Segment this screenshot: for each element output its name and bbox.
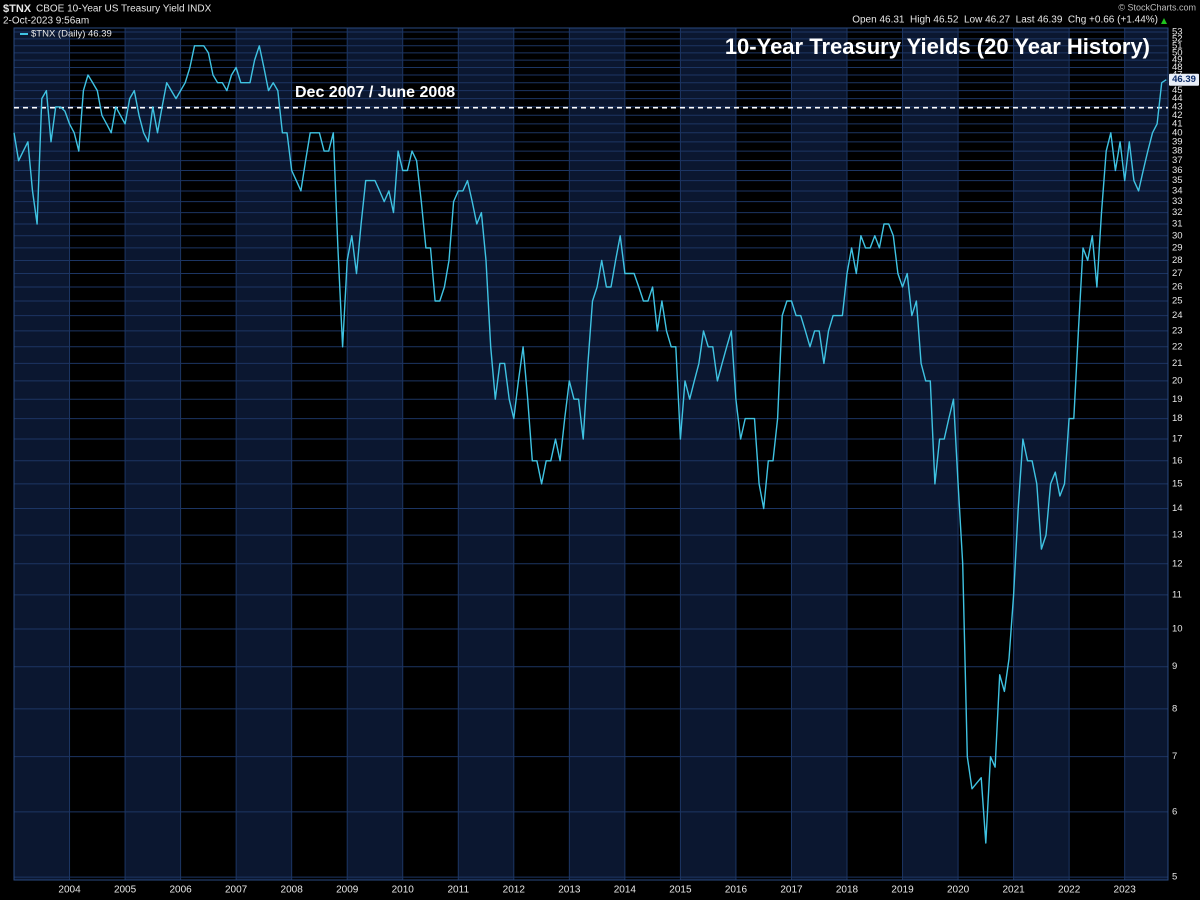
symbol: $TNX xyxy=(3,3,32,15)
y-tick-label: 12 xyxy=(1172,558,1183,569)
year-band xyxy=(680,28,736,880)
x-tick-label: 2004 xyxy=(58,885,81,896)
y-tick-label: 27 xyxy=(1172,268,1183,279)
year-band xyxy=(347,28,403,880)
series-line xyxy=(13,45,1167,844)
up-arrow xyxy=(1161,18,1167,24)
year-band xyxy=(14,28,70,880)
year-band xyxy=(458,28,514,880)
x-tick-label: 2016 xyxy=(725,885,748,896)
y-tick-label: 21 xyxy=(1172,358,1183,369)
y-tick-label: 23 xyxy=(1172,325,1183,336)
x-tick-label: 2008 xyxy=(281,885,304,896)
y-tick-label: 9 xyxy=(1172,661,1177,672)
copyright: © StockCharts.com xyxy=(1118,2,1196,12)
quote: Open 46.31 High 46.52 Low 46.27 Last 46.… xyxy=(852,15,1158,26)
x-tick-label: 2017 xyxy=(780,885,803,896)
y-tick-label: 33 xyxy=(1172,196,1183,207)
x-tick-label: 2012 xyxy=(503,885,526,896)
y-tick-label: 30 xyxy=(1172,230,1183,241)
annotation: Dec 2007 / June 2008 xyxy=(295,84,455,101)
x-tick-label: 2015 xyxy=(669,885,692,896)
grid xyxy=(14,28,1168,880)
y-tick-label: 51 xyxy=(1172,40,1183,51)
y-tick-label: 42 xyxy=(1172,110,1183,121)
x-tick-label: 2023 xyxy=(1114,885,1137,896)
y-tick-label: 38 xyxy=(1172,146,1183,157)
last-value-label: 46.39 xyxy=(1172,74,1196,85)
x-tick-label: 2005 xyxy=(114,885,137,896)
y-tick-label: 50 xyxy=(1172,47,1183,58)
description: CBOE 10-Year US Treasury Yield INDX xyxy=(36,4,212,15)
y-tick-label: 36 xyxy=(1172,165,1183,176)
y-tick-label: 40 xyxy=(1172,127,1183,138)
timestamp: 2-Oct-2023 9:56am xyxy=(3,16,89,27)
legend-label: $TNX (Daily) 46.39 xyxy=(31,29,112,40)
plot-frame xyxy=(13,27,1169,881)
y-tick-label: 31 xyxy=(1172,219,1183,230)
y-tick-label: 29 xyxy=(1172,242,1183,253)
y-tick-label: 17 xyxy=(1172,434,1183,445)
y-tick-label: 8 xyxy=(1172,703,1177,714)
x-tick-label: 2020 xyxy=(947,885,970,896)
y-tick-label: 41 xyxy=(1172,118,1183,129)
x-tick-label: 2011 xyxy=(448,885,470,896)
y-tick-label: 52 xyxy=(1172,33,1183,44)
y-tick-label: 24 xyxy=(1172,310,1183,321)
y-tick-label: 7 xyxy=(1172,751,1177,762)
y-tick-label: 37 xyxy=(1172,155,1183,166)
y-tick-label: 11 xyxy=(1172,589,1182,600)
year-band xyxy=(902,28,959,880)
y-tick-label: 5 xyxy=(1172,872,1177,883)
x-tick-label: 2010 xyxy=(392,885,415,896)
x-tick-label: 2006 xyxy=(169,885,192,896)
year-band xyxy=(125,28,181,880)
x-tick-label: 2014 xyxy=(614,885,637,896)
x-tick-label: 2021 xyxy=(1002,885,1025,896)
y-tick-label: 39 xyxy=(1172,136,1183,147)
y-tick-label: 32 xyxy=(1172,207,1183,218)
x-tick-label: 2009 xyxy=(336,885,359,896)
year-band xyxy=(569,28,625,880)
y-tick-label: 44 xyxy=(1172,93,1183,104)
y-tick-label: 16 xyxy=(1172,455,1183,466)
year-band xyxy=(236,28,292,880)
y-tick-label: 10 xyxy=(1172,624,1183,635)
y-tick-label: 53 xyxy=(1172,27,1183,38)
y-tick-label: 43 xyxy=(1172,101,1183,112)
y-tick-label: 18 xyxy=(1172,413,1183,424)
y-tick-label: 15 xyxy=(1172,478,1183,489)
y-tick-label: 48 xyxy=(1172,62,1183,73)
chart-title: 10-Year Treasury Yields (20 Year History… xyxy=(725,34,1150,59)
y-tick-label: 25 xyxy=(1172,296,1183,307)
y-tick-label: 34 xyxy=(1172,185,1183,196)
x-tick-label: 2007 xyxy=(225,885,248,896)
y-tick-label: 22 xyxy=(1172,341,1183,352)
y-tick-label: 6 xyxy=(1172,806,1177,817)
year-band xyxy=(791,28,848,880)
y-tick-label: 28 xyxy=(1172,255,1183,266)
last-value-box xyxy=(1169,73,1199,86)
x-tick-label: 2018 xyxy=(836,885,859,896)
x-tick-label: 2019 xyxy=(891,885,914,896)
y-tick-label: 26 xyxy=(1172,281,1183,292)
y-tick-label: 35 xyxy=(1172,175,1183,186)
y-tick-label: 14 xyxy=(1172,503,1183,514)
y-tick-label: 13 xyxy=(1172,530,1183,541)
x-tick-label: 2022 xyxy=(1058,885,1081,896)
y-tick-label: 45 xyxy=(1172,85,1183,96)
y-tick-label: 20 xyxy=(1172,375,1183,386)
y-tick-label: 49 xyxy=(1172,55,1183,66)
x-tick-label: 2013 xyxy=(558,885,581,896)
y-tick-label: 19 xyxy=(1172,394,1183,405)
